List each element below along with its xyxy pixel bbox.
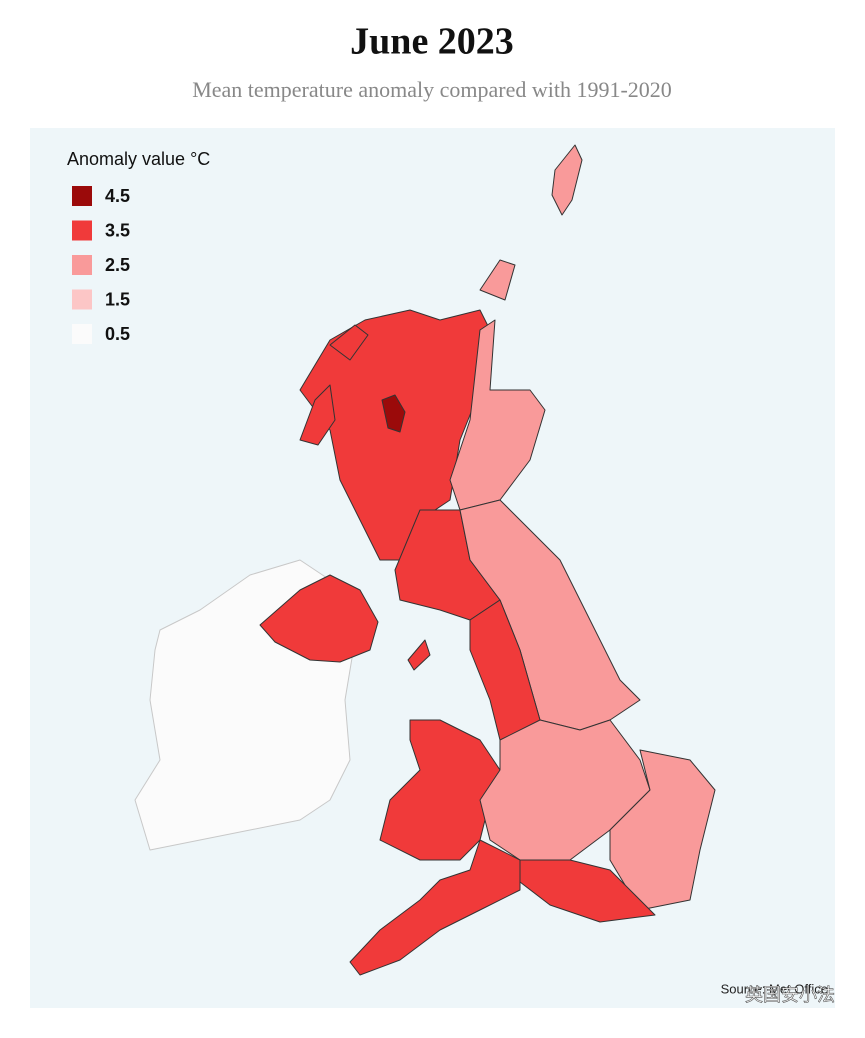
legend-swatch xyxy=(72,324,92,344)
isle-of-man xyxy=(407,639,431,671)
legend-swatch xyxy=(72,255,92,275)
highland-peak xyxy=(381,394,406,433)
south-west xyxy=(349,839,521,976)
legend-label: 0.5 xyxy=(105,324,130,344)
legend-label: 4.5 xyxy=(105,186,130,206)
hebrides xyxy=(299,384,336,446)
shetland xyxy=(551,144,583,216)
map xyxy=(134,144,716,976)
watermark: 英国安小法 xyxy=(745,985,835,1005)
legend-label: 3.5 xyxy=(105,220,130,240)
legend-title: Anomaly value °C xyxy=(67,149,210,169)
east-scotland xyxy=(449,319,546,511)
legend-label: 1.5 xyxy=(105,289,130,309)
legend-swatch xyxy=(72,289,92,310)
source: Source: Met Office xyxy=(721,981,828,996)
legend-swatch xyxy=(72,186,92,206)
title: June 2023 xyxy=(350,21,514,63)
legend-swatch xyxy=(72,220,92,241)
skye xyxy=(329,324,369,361)
north-scotland xyxy=(299,309,491,561)
east-england xyxy=(609,749,716,911)
south-coast xyxy=(519,859,656,923)
orkney xyxy=(479,259,516,301)
wales xyxy=(379,719,501,861)
legend-label: 2.5 xyxy=(105,255,130,275)
legend: 4.5 3.5 2.5 1.5 0.5 xyxy=(72,186,130,344)
northern-ireland xyxy=(259,574,379,663)
subtitle: Mean temperature anomaly compared with 1… xyxy=(192,77,672,102)
